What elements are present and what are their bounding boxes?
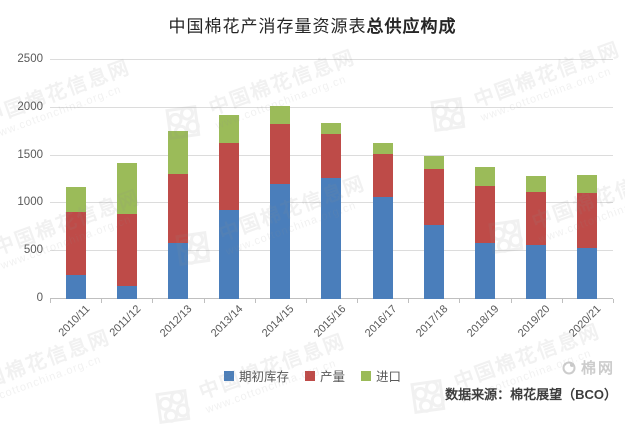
x-tick-label: 2012/13	[157, 303, 195, 340]
x-tick-label: 2015/16	[311, 303, 348, 340]
x-tick-mark	[613, 299, 614, 303]
x-tick-mark	[305, 299, 307, 303]
x-tick-label: 2018/19	[464, 303, 502, 340]
bar-segment-imports	[526, 175, 547, 192]
y-tick-label: 1000	[17, 196, 43, 209]
mianwang-logo-icon	[562, 361, 576, 374]
gridline	[50, 106, 613, 108]
bar-column	[562, 60, 613, 299]
bar-segment-beginning-stock	[116, 285, 137, 299]
bar-segment-beginning-stock	[65, 274, 86, 299]
bar-segment-beginning-stock	[321, 177, 342, 299]
bar-segment-production	[219, 143, 240, 211]
x-tick-mark	[50, 299, 51, 303]
x-tick-mark	[357, 299, 359, 303]
x-tick-label: 2020/21	[567, 303, 604, 340]
bar-segment-imports	[577, 174, 598, 193]
bar-segment-production	[167, 174, 188, 244]
bar-segment-imports	[116, 162, 137, 214]
legend-item-imports: 进口	[361, 366, 401, 385]
x-tick-mark	[152, 299, 154, 303]
y-tick-label: 1500	[17, 148, 43, 161]
plot-area	[50, 59, 613, 299]
x-tick-label: 2016/17	[362, 303, 400, 340]
legend-label: 期初库存	[238, 370, 289, 384]
watermark-site-name: 中国棉花信息网	[0, 325, 114, 400]
mianwang-logo-text: 棉网	[580, 360, 615, 377]
bar-segment-production	[372, 154, 393, 198]
bar-segment-beginning-stock	[577, 248, 598, 299]
x-tick-mark	[254, 299, 256, 303]
bar-column	[50, 60, 101, 299]
legend-label: 产量	[319, 370, 345, 384]
legend-swatch-production	[304, 370, 315, 381]
legend: 期初库存 产量 进口	[0, 366, 625, 385]
legend-label: 进口	[376, 370, 402, 384]
x-tick-label: 2017/18	[413, 303, 451, 340]
bar-segment-production	[116, 213, 137, 286]
data-source-note: 数据来源：棉花展望（BCO）	[445, 387, 617, 402]
x-tick-mark	[510, 299, 512, 303]
x-tick-mark	[561, 299, 563, 303]
y-tick-label: 0	[36, 292, 43, 304]
bar-segment-imports	[423, 156, 444, 169]
bar-segment-production	[577, 192, 598, 249]
x-tick-label: 2014/15	[260, 303, 297, 340]
bar-segment-imports	[475, 167, 496, 187]
chart-canvas: 中国棉花产消存量资源表总供应构成 0 500 1000 1500 2000 2500 20…	[0, 12, 625, 425]
bar-segment-imports	[65, 187, 86, 213]
bar-segment-production	[526, 191, 547, 246]
bar-segment-imports	[270, 105, 291, 125]
bar-column	[152, 60, 203, 299]
bar-column	[357, 60, 408, 299]
mianwang-logo: 棉网	[561, 357, 615, 378]
bar-segment-beginning-stock	[219, 210, 240, 299]
bar-segment-production	[270, 124, 291, 185]
bar-segment-beginning-stock	[423, 224, 444, 299]
bar-column	[408, 60, 459, 299]
x-tick-mark	[408, 299, 410, 303]
bar-segment-production	[423, 169, 444, 225]
y-tick-label: 2000	[17, 100, 43, 113]
gridline	[50, 59, 613, 60]
bar-segment-imports	[372, 143, 393, 155]
x-tick-mark	[459, 299, 461, 303]
bar-segment-imports	[167, 131, 188, 175]
x-tick-label: 2010/11	[56, 303, 93, 340]
bar-column	[459, 60, 510, 299]
bar-segment-beginning-stock	[372, 197, 393, 299]
bar-column	[204, 60, 255, 299]
bar-column	[255, 60, 306, 299]
bar-segment-production	[321, 134, 342, 178]
x-tick-label: 2019/20	[516, 303, 553, 340]
watermark-logo-icon	[155, 389, 191, 425]
x-tick-label: 2011/12	[107, 303, 144, 340]
y-tick-label: 500	[23, 244, 43, 257]
x-tick-mark	[101, 299, 103, 303]
chart-title: 中国棉花产消存量资源表总供应构成	[0, 12, 625, 37]
legend-item-production: 产量	[304, 366, 345, 385]
bar-segment-production	[475, 186, 496, 243]
bar-segment-beginning-stock	[475, 242, 496, 299]
bar-segment-imports	[321, 123, 342, 135]
y-tick-label: 2500	[17, 53, 43, 65]
bar-segment-production	[65, 212, 86, 275]
chart-title-bold: 总供应构成	[366, 17, 457, 36]
legend-item-beginning-stock: 期初库存	[223, 366, 289, 385]
x-tick-label: 2013/14	[209, 303, 246, 340]
bar-column	[511, 60, 562, 299]
bar-segment-imports	[219, 115, 240, 144]
bar-column	[306, 60, 357, 299]
bar-segment-beginning-stock	[270, 184, 291, 299]
bar-segment-beginning-stock	[167, 243, 188, 299]
legend-swatch-beginning-stock	[223, 370, 234, 381]
legend-swatch-imports	[361, 370, 371, 381]
bar-segment-beginning-stock	[526, 245, 547, 299]
x-tick-mark	[203, 299, 205, 303]
bar-column	[101, 60, 152, 299]
chart-title-regular: 中国棉花产消存量资源表	[168, 17, 367, 36]
